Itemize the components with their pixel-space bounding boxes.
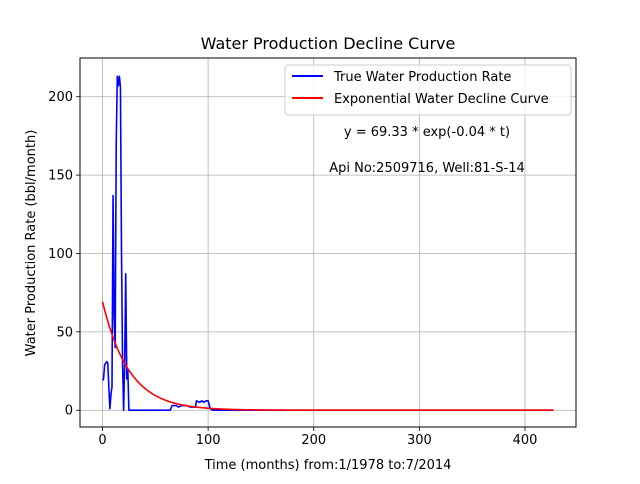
series-layer — [101, 75, 554, 412]
x-tick-label: 400 — [513, 433, 538, 448]
series-true-water-production-rate — [101, 75, 554, 412]
legend-label-exponential-curve: Exponential Water Decline Curve — [334, 92, 549, 107]
legend-box — [284, 64, 572, 116]
legend-label-true-rate: True Water Production Rate — [333, 70, 511, 85]
y-axis-label: Water Production Rate (bbl/month) — [24, 130, 39, 357]
x-axis-label: Time (months) from:1/1978 to:7/2014 — [204, 458, 452, 473]
y-tick-label: 100 — [48, 247, 73, 262]
x-tick-label: 200 — [301, 433, 326, 448]
y-tick-label: 200 — [48, 90, 73, 105]
x-axis-ticks: 0 100 200 300 400 — [98, 427, 537, 448]
plot-frame — [79, 57, 577, 428]
equation-annotation: y = 69.33 * exp(-0.04 * t) — [344, 125, 510, 140]
y-tick-label: 0 — [65, 404, 73, 419]
y-tick-label: 150 — [48, 169, 73, 184]
series-exponential-water-decline-curve — [101, 301, 554, 412]
x-tick-label: 100 — [196, 433, 221, 448]
legend: True Water Production Rate Exponential W… — [284, 64, 572, 116]
chart-title: Water Production Decline Curve — [201, 34, 456, 53]
well-annotation: Api No:2509716, Well:81-S-14 — [329, 161, 525, 176]
x-tick-label: 0 — [98, 433, 106, 448]
y-axis-ticks: 0 50 100 150 200 — [48, 90, 80, 419]
y-tick-label: 50 — [56, 325, 73, 340]
x-tick-label: 300 — [407, 433, 432, 448]
